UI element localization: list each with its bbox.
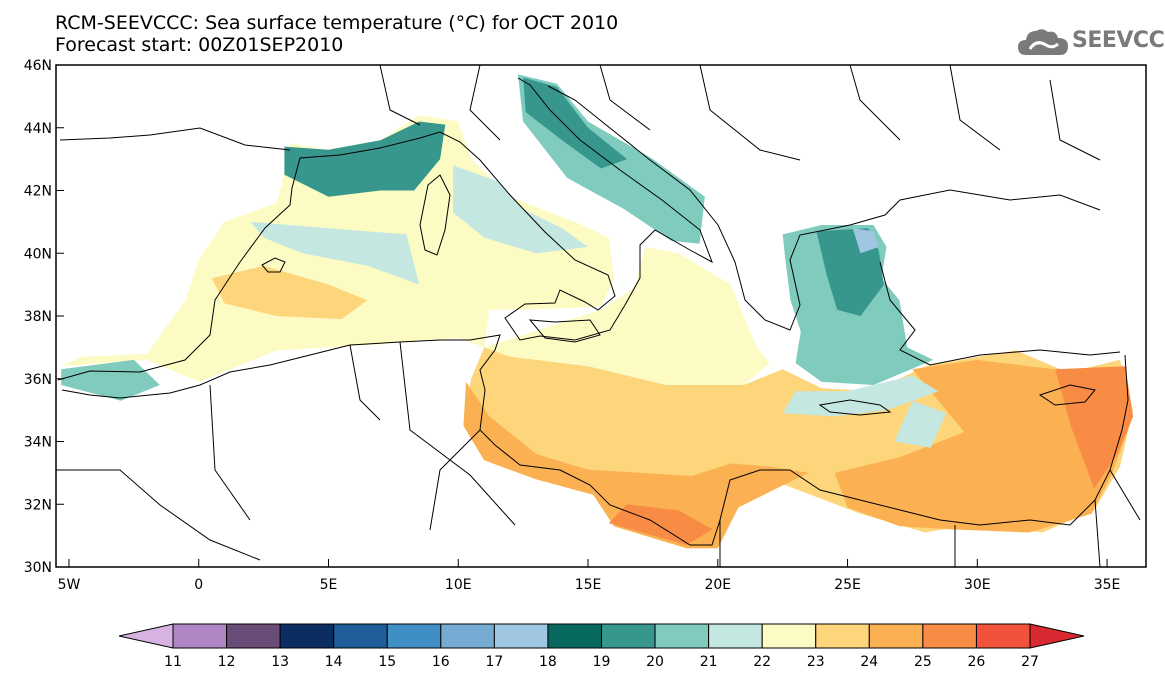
colorbar-swatch <box>386 623 442 649</box>
colorbar-high-arrow <box>1029 623 1085 649</box>
european-borders <box>59 64 1101 161</box>
lon-tick-label: 5W <box>58 577 81 593</box>
latitude-axis: 30N 32N 34N 36N 38N 40N 42N 44N 46N <box>24 58 64 576</box>
country-borders <box>56 341 1141 568</box>
lon-tick-label: 0 <box>194 577 203 593</box>
colorbar-label: 16 <box>432 654 450 670</box>
lon-tick-label: 5E <box>320 577 338 593</box>
colorbar-swatch <box>761 623 817 649</box>
colorbar: 11 12 13 14 15 16 17 18 19 20 21 22 23 24 25 26 27 <box>118 623 1085 670</box>
southern-coastline <box>61 334 1129 546</box>
colorbar-label: 11 <box>164 654 182 670</box>
forecast-start-subtitle: Forecast start: 00Z01SEP2010 <box>55 34 344 56</box>
colorbar-label: 22 <box>753 654 771 670</box>
lat-tick-label: 42N <box>24 184 52 200</box>
colorbar-swatch <box>333 623 388 649</box>
lon-tick-label: 15E <box>575 577 602 593</box>
seevccc-logo: SEEVCCC <box>1016 22 1165 62</box>
coastlines <box>56 64 1141 568</box>
colorbar-swatch <box>547 623 602 649</box>
colorbar-swatch <box>708 623 763 649</box>
cyprus-outline <box>1038 384 1096 406</box>
colorbar-swatch <box>654 623 710 649</box>
colorbar-swatch <box>172 623 228 649</box>
colorbar-label: 12 <box>218 654 236 670</box>
colorbar-label: 27 <box>1021 654 1039 670</box>
lat-tick-label: 36N <box>24 372 52 388</box>
sst-region-adriatic-north-dark <box>523 77 627 169</box>
longitude-axis: 5W 0 5E 10E 15E 20E 25E 30E 35E <box>58 559 1121 593</box>
lat-tick-label: 30N <box>24 560 52 576</box>
mallorca-outline <box>261 257 286 273</box>
lat-tick-label: 40N <box>24 246 52 262</box>
colorbar-swatch <box>868 623 924 649</box>
northern-coastline <box>57 77 713 381</box>
colorbar-swatch <box>493 623 549 649</box>
colorbar-swatch <box>279 623 335 649</box>
colorbar-low-arrow <box>118 623 174 649</box>
sst-field <box>61 74 1133 549</box>
cloud-icon <box>1018 29 1068 55</box>
sst-region-ligurian-dark <box>302 149 428 178</box>
sst-region-aegean-cold-patch <box>852 228 879 254</box>
colorbar-label: 21 <box>700 654 718 670</box>
colorbar-label: 23 <box>807 654 825 670</box>
sst-region-sardinia-sea-21 <box>250 221 420 285</box>
colorbar-label: 24 <box>860 654 878 670</box>
sst-region-ionian-central <box>484 247 770 385</box>
lat-tick-label: 44N <box>24 121 52 137</box>
colorbar-label: 15 <box>378 654 396 670</box>
lat-tick-label: 32N <box>24 497 52 513</box>
sicily-outline <box>528 319 601 343</box>
crete-outline <box>818 399 892 416</box>
lon-tick-label: 35E <box>1094 577 1121 593</box>
sst-region-libya-warm <box>463 381 809 549</box>
map-title: RCM-SEEVCCC: Sea surface temperature (°C… <box>55 12 619 34</box>
lon-tick-label: 30E <box>964 577 991 593</box>
colorbar-label: 26 <box>968 654 986 670</box>
lat-tick-label: 34N <box>24 435 52 451</box>
lat-tick-label: 38N <box>24 309 52 325</box>
colorbar-swatch <box>922 623 977 649</box>
balkan-coastline <box>547 85 1101 331</box>
colorbar-label: 17 <box>485 654 503 670</box>
sardinia-corsica-outline <box>419 174 451 256</box>
sst-region-alboran-west <box>61 359 160 401</box>
colorbar-swatch <box>601 623 656 649</box>
lat-tick-label: 46N <box>24 58 52 74</box>
colorbar-swatch <box>440 623 495 649</box>
colorbar-label: 13 <box>271 654 289 670</box>
sst-region-cyprus-cool <box>894 400 947 448</box>
colorbar-label: 20 <box>646 654 664 670</box>
colorbar-label: 18 <box>539 654 557 670</box>
colorbar-label: 19 <box>593 654 611 670</box>
colorbar-label: 14 <box>325 654 343 670</box>
lon-tick-label: 25E <box>834 577 861 593</box>
sst-region-tyrrhenian-21 <box>453 165 588 254</box>
lon-tick-label: 20E <box>704 577 731 593</box>
anatolia-coastline <box>879 261 1121 366</box>
lon-tick-label: 10E <box>445 577 472 593</box>
sst-region-balearic-warm <box>211 265 368 320</box>
colorbar-swatch <box>226 623 281 649</box>
colorbar-label: 25 <box>914 654 932 670</box>
sst-region-levant-warm <box>834 359 1133 533</box>
logo-text: SEEVCCC <box>1072 28 1165 53</box>
colorbar-swatch <box>975 623 1031 649</box>
colorbar-swatch <box>815 623 870 649</box>
